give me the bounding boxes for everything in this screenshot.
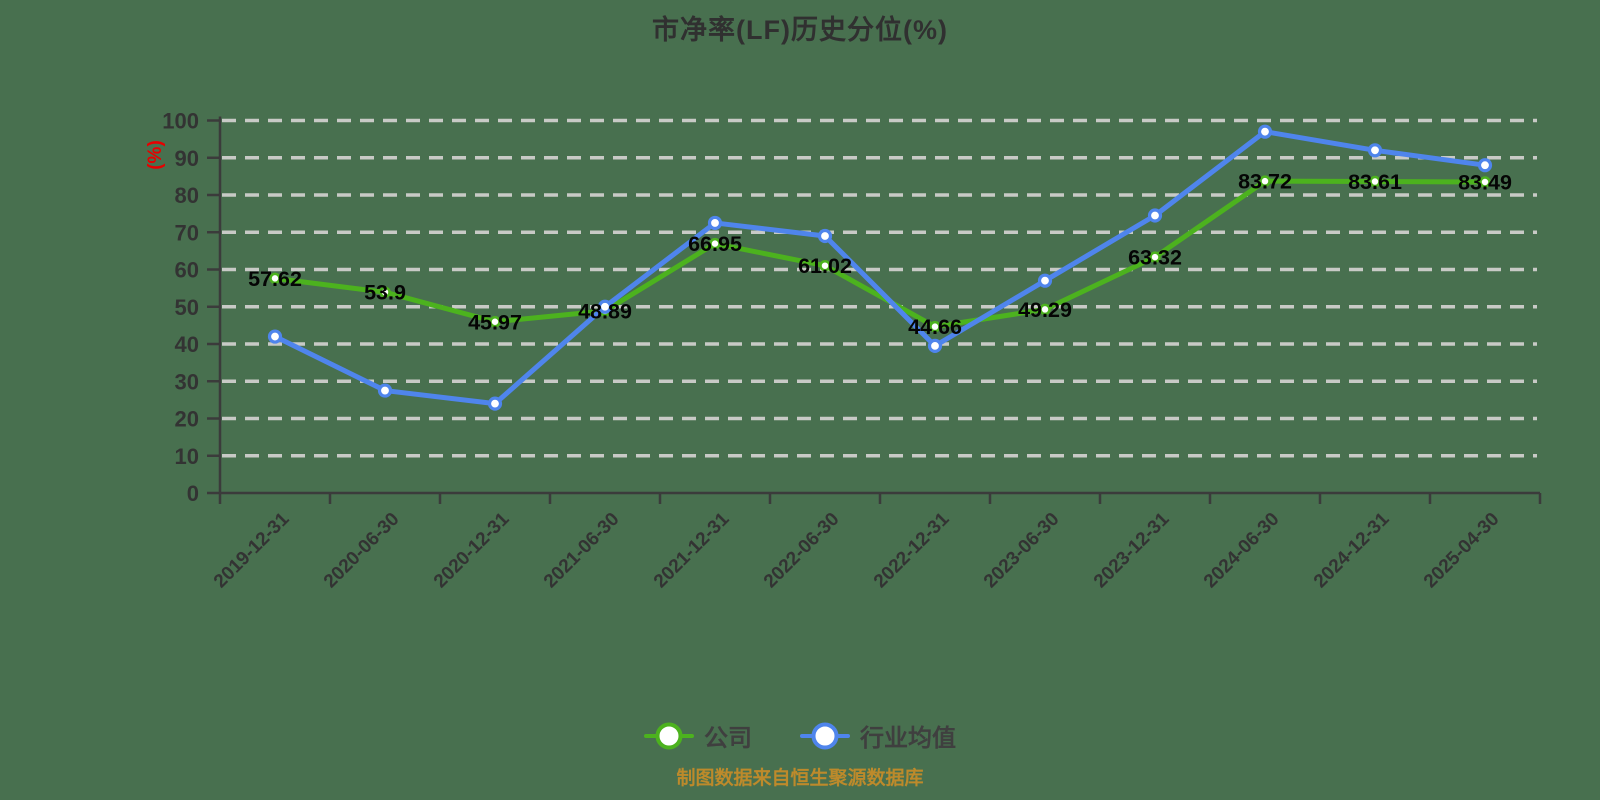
industry-data-point[interactable]	[1367, 143, 1383, 158]
chart-title: 市净率(LF)历史分位(%)	[652, 15, 948, 45]
company-data-point[interactable]	[709, 237, 721, 250]
company-data-point[interactable]	[819, 259, 831, 272]
data-point-label: 83.61	[1348, 170, 1402, 194]
y-axis-tick-label: 90	[175, 146, 199, 171]
industry-data-point[interactable]	[597, 299, 613, 314]
x-axis-label: 2020-12-31	[430, 508, 514, 592]
industry-legend-dot	[811, 722, 839, 749]
y-axis-tick-label: 70	[175, 220, 199, 245]
industry-data-point[interactable]	[927, 338, 943, 353]
y-axis-tick-label: 0	[187, 481, 199, 506]
industry-data-point[interactable]	[487, 396, 503, 411]
legend-item-industry-average[interactable]: 行业均值	[800, 718, 956, 753]
industry-data-point[interactable]	[267, 329, 283, 344]
data-point-label: 57.62	[248, 267, 302, 291]
industry-data-point[interactable]	[817, 228, 833, 244]
industry-data-point[interactable]	[707, 215, 723, 231]
y-axis-tick-label: 80	[175, 183, 199, 208]
legend-label-company: 公司	[704, 725, 752, 752]
x-axis-label: 2025-04-30	[1420, 509, 1504, 593]
industry-legend-marker-icon	[800, 721, 850, 751]
chart-legend: 公司 行业均值	[0, 718, 1600, 753]
industry-data-point[interactable]	[1147, 208, 1163, 223]
x-axis-label: 2021-06-30	[540, 509, 624, 593]
data-point-label: 63.32	[1128, 246, 1182, 270]
data-point-label: 61.02	[798, 254, 852, 278]
y-axis-tick-label: 10	[175, 444, 199, 469]
company-series-line	[272, 178, 1488, 330]
plot-area: 0 10 20 30 40 50 60 70 80 90 100 2019-12-31 2020-06-…	[162, 109, 1542, 593]
data-point-label: 45.97	[468, 310, 522, 334]
x-axis-label: 2024-06-30	[1200, 509, 1284, 593]
industry-data-point[interactable]	[1257, 124, 1273, 139]
industry-series-line	[272, 129, 1488, 407]
data-point-label: 66.95	[688, 232, 742, 256]
company-data-point[interactable]	[1259, 175, 1271, 187]
x-axis-label: 2021-12-31	[650, 508, 734, 592]
company-data-point[interactable]	[269, 272, 281, 285]
x-axis-label: 2024-12-31	[1310, 508, 1394, 592]
industry-data-point[interactable]	[1037, 273, 1053, 288]
y-axis-tick-label: 50	[175, 295, 199, 320]
x-axis-label: 2022-06-30	[760, 509, 844, 593]
company-data-point[interactable]	[1039, 303, 1051, 316]
company-legend-dot	[655, 722, 683, 749]
data-source-note: 制图数据来自恒生聚源数据库	[676, 768, 924, 789]
company-data-point[interactable]	[929, 320, 941, 333]
data-point-label: 53.9	[364, 281, 406, 305]
y-axis-tick-label: 30	[175, 369, 199, 394]
company-data-point[interactable]	[1149, 251, 1161, 263]
x-axis-label: 2023-06-30	[980, 509, 1064, 593]
x-axis-label: 2023-12-31	[1090, 508, 1174, 592]
y-axis-tick-label: 60	[175, 258, 199, 283]
data-point-label: 49.29	[1018, 298, 1072, 322]
data-point-label: 44.66	[908, 315, 962, 339]
y-axis-tick-label: 20	[175, 407, 199, 432]
x-axis-label: 2020-06-30	[320, 509, 404, 593]
company-data-point[interactable]	[1369, 175, 1381, 188]
company-data-point[interactable]	[1479, 176, 1491, 188]
data-point-label: 83.72	[1238, 170, 1292, 194]
company-legend-marker-icon	[644, 721, 694, 751]
y-axis-tick-label: 40	[175, 332, 199, 357]
industry-data-point[interactable]	[1477, 158, 1493, 173]
data-point-label: 83.49	[1458, 170, 1512, 194]
data-point-label: 48.89	[578, 299, 632, 323]
legend-item-company[interactable]: 公司	[644, 718, 752, 753]
legend-label-industry-average: 行业均值	[860, 725, 956, 752]
industry-data-point[interactable]	[377, 383, 393, 398]
company-data-point[interactable]	[489, 316, 501, 328]
company-data-point[interactable]	[379, 286, 391, 298]
x-axis-label: 2019-12-31	[210, 508, 294, 592]
x-axis-label: 2022-12-31	[870, 508, 954, 592]
y-axis-tick-label: 100	[162, 109, 199, 134]
